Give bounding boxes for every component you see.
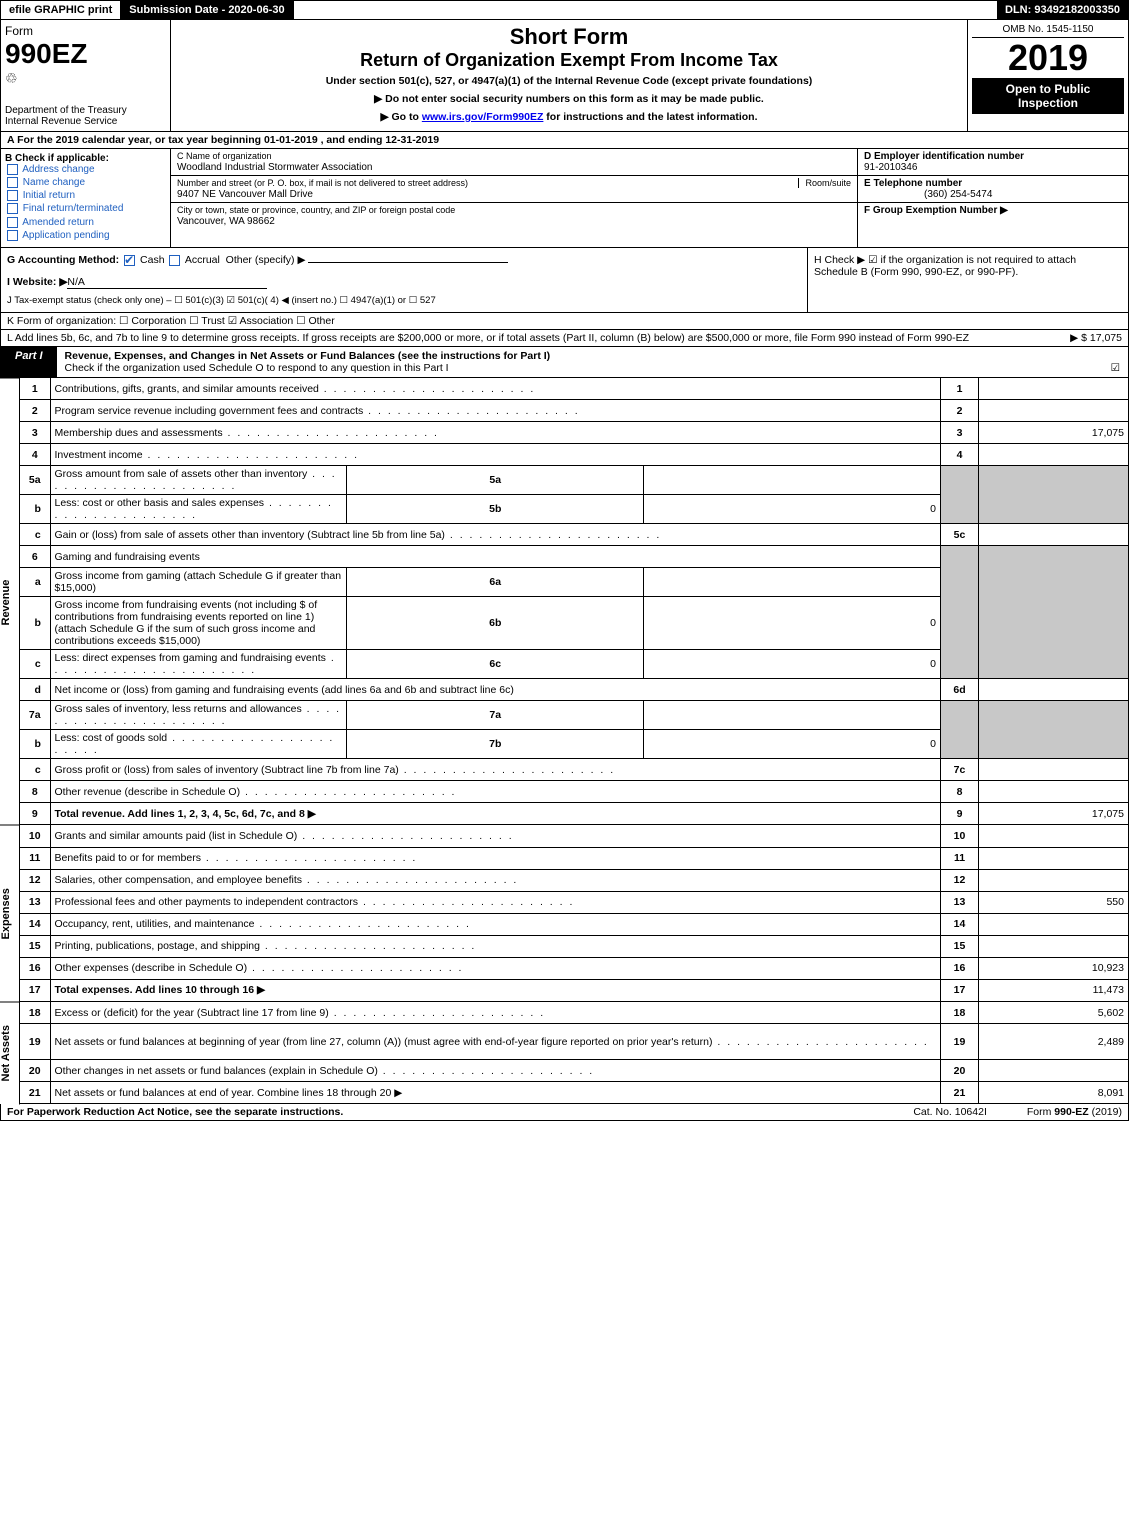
- row-12: 12Salaries, other compensation, and empl…: [20, 869, 1129, 891]
- form-word: Form: [5, 24, 166, 38]
- open-to-public: Open to Public Inspection: [972, 78, 1124, 114]
- chk-name-change[interactable]: Name change: [5, 177, 166, 188]
- part1-header: Part I Revenue, Expenses, and Changes in…: [0, 347, 1129, 378]
- form-header: Form 990EZ ♲ Department of the Treasury …: [0, 20, 1129, 132]
- org-name-row: C Name of organization Woodland Industri…: [171, 149, 857, 176]
- street-row: Number and street (or P. O. box, if mail…: [171, 176, 857, 203]
- chk-accrual[interactable]: [169, 255, 180, 266]
- street: 9407 NE Vancouver Mall Drive: [177, 189, 313, 200]
- irs-label: Internal Revenue Service: [5, 116, 166, 127]
- chk-amended[interactable]: Amended return: [5, 217, 166, 228]
- row-9: 9Total revenue. Add lines 1, 2, 3, 4, 5c…: [20, 803, 1129, 825]
- row-16: 16Other expenses (describe in Schedule O…: [20, 957, 1129, 979]
- efile-label: efile GRAPHIC print: [1, 1, 121, 19]
- row-5c: cGain or (loss) from sale of assets othe…: [20, 524, 1129, 546]
- city-row: City or town, state or province, country…: [171, 203, 857, 229]
- recycle-icon: ♲: [5, 70, 18, 86]
- revenue-table: 1Contributions, gifts, grants, and simil…: [20, 378, 1129, 826]
- row-20: 20Other changes in net assets or fund ba…: [20, 1060, 1129, 1082]
- chk-application-pending[interactable]: Application pending: [5, 230, 166, 241]
- row-10: 10Grants and similar amounts paid (list …: [20, 825, 1129, 847]
- entity-block: B Check if applicable: Address change Na…: [0, 149, 1129, 248]
- box-c: C Name of organization Woodland Industri…: [171, 149, 858, 247]
- chk-address-change[interactable]: Address change: [5, 164, 166, 175]
- expenses-label: Expenses: [0, 825, 20, 1002]
- header-right: OMB No. 1545-1150 2019 Open to Public In…: [968, 20, 1128, 131]
- form-number: 990EZ: [5, 38, 166, 70]
- gh-block: G Accounting Method: Cash Accrual Other …: [0, 248, 1129, 313]
- header-left: Form 990EZ ♲ Department of the Treasury …: [1, 20, 171, 131]
- page-footer: For Paperwork Reduction Act Notice, see …: [0, 1104, 1129, 1121]
- revenue-label: Revenue: [0, 378, 20, 826]
- row-14: 14Occupancy, rent, utilities, and mainte…: [20, 913, 1129, 935]
- paperwork-notice: For Paperwork Reduction Act Notice, see …: [7, 1106, 343, 1118]
- box-e: E Telephone number(360) 254-5474: [858, 176, 1128, 203]
- row-6d: dNet income or (loss) from gaming and fu…: [20, 679, 1129, 701]
- row-1: 1Contributions, gifts, grants, and simil…: [20, 378, 1129, 400]
- subtitle: Under section 501(c), 527, or 4947(a)(1)…: [177, 75, 961, 87]
- row-7a: 7aGross sales of inventory, less returns…: [20, 701, 1129, 730]
- row-15: 15Printing, publications, postage, and s…: [20, 935, 1129, 957]
- dln: DLN: 93492182003350: [997, 1, 1128, 19]
- line-j: J Tax-exempt status (check only one) – ☐…: [7, 295, 801, 306]
- lines-gij: G Accounting Method: Cash Accrual Other …: [1, 248, 808, 312]
- row-21: 21Net assets or fund balances at end of …: [20, 1082, 1129, 1104]
- part1-tab: Part I: [1, 347, 57, 377]
- goto-line: ▶ Go to www.irs.gov/Form990EZ for instru…: [177, 111, 961, 123]
- header-center: Short Form Return of Organization Exempt…: [171, 20, 968, 131]
- row-13: 13Professional fees and other payments t…: [20, 891, 1129, 913]
- line-i: I Website: ▶N/A: [7, 276, 801, 289]
- revenue-section: Revenue 1Contributions, gifts, grants, a…: [0, 378, 1129, 826]
- top-bar: efile GRAPHIC print Submission Date - 20…: [0, 0, 1129, 20]
- row-11: 11Benefits paid to or for members11: [20, 847, 1129, 869]
- chk-initial-return[interactable]: Initial return: [5, 190, 166, 201]
- row-6: 6Gaming and fundraising events: [20, 546, 1129, 568]
- netassets-section: Net Assets 18Excess or (deficit) for the…: [0, 1002, 1129, 1105]
- expenses-table: 10Grants and similar amounts paid (list …: [20, 825, 1129, 1002]
- chk-cash[interactable]: [124, 255, 135, 266]
- netassets-table: 18Excess or (deficit) for the year (Subt…: [20, 1002, 1129, 1105]
- row-8: 8Other revenue (describe in Schedule O)8: [20, 781, 1129, 803]
- line-g: G Accounting Method: Cash Accrual Other …: [7, 254, 801, 266]
- row-17: 17Total expenses. Add lines 10 through 1…: [20, 979, 1129, 1001]
- dept-treasury: Department of the Treasury: [5, 105, 166, 116]
- line-h: H Check ▶ ☑ if the organization is not r…: [808, 248, 1128, 312]
- omb-number: OMB No. 1545-1150: [972, 24, 1124, 38]
- netassets-label: Net Assets: [0, 1002, 20, 1105]
- box-d: D Employer identification number91-20103…: [858, 149, 1128, 176]
- submission-date: Submission Date - 2020-06-30: [121, 1, 293, 19]
- box-def: D Employer identification number91-20103…: [858, 149, 1128, 247]
- city: Vancouver, WA 98662: [177, 216, 275, 227]
- title-return: Return of Organization Exempt From Incom…: [177, 50, 961, 71]
- row-2: 2Program service revenue including gover…: [20, 400, 1129, 422]
- cat-no: Cat. No. 10642I: [913, 1106, 987, 1118]
- box-b: B Check if applicable: Address change Na…: [1, 149, 171, 247]
- part1-check[interactable]: ☑: [1111, 362, 1120, 374]
- row-18: 18Excess or (deficit) for the year (Subt…: [20, 1002, 1129, 1024]
- form-ref: Form 990-EZ (2019): [1027, 1106, 1122, 1118]
- chk-final-return[interactable]: Final return/terminated: [5, 203, 166, 214]
- org-name: Woodland Industrial Stormwater Associati…: [177, 162, 372, 173]
- line-a: A For the 2019 calendar year, or tax yea…: [0, 132, 1129, 149]
- title-short-form: Short Form: [177, 24, 961, 50]
- row-4: 4Investment income4: [20, 444, 1129, 466]
- irs-link[interactable]: www.irs.gov/Form990EZ: [422, 111, 544, 123]
- row-19: 19Net assets or fund balances at beginni…: [20, 1024, 1129, 1060]
- ssn-warning: ▶ Do not enter social security numbers o…: [177, 93, 961, 105]
- line-k: K Form of organization: ☐ Corporation ☐ …: [0, 313, 1129, 330]
- tax-year: 2019: [972, 40, 1124, 76]
- row-5a: 5aGross amount from sale of assets other…: [20, 466, 1129, 495]
- row-7c: cGross profit or (loss) from sales of in…: [20, 759, 1129, 781]
- part1-title: Revenue, Expenses, and Changes in Net As…: [57, 347, 1128, 377]
- line-l: L Add lines 5b, 6c, and 7b to line 9 to …: [0, 330, 1129, 347]
- row-3: 3Membership dues and assessments317,075: [20, 422, 1129, 444]
- expenses-section: Expenses 10Grants and similar amounts pa…: [0, 825, 1129, 1002]
- box-f: F Group Exemption Number ▶: [858, 203, 1128, 218]
